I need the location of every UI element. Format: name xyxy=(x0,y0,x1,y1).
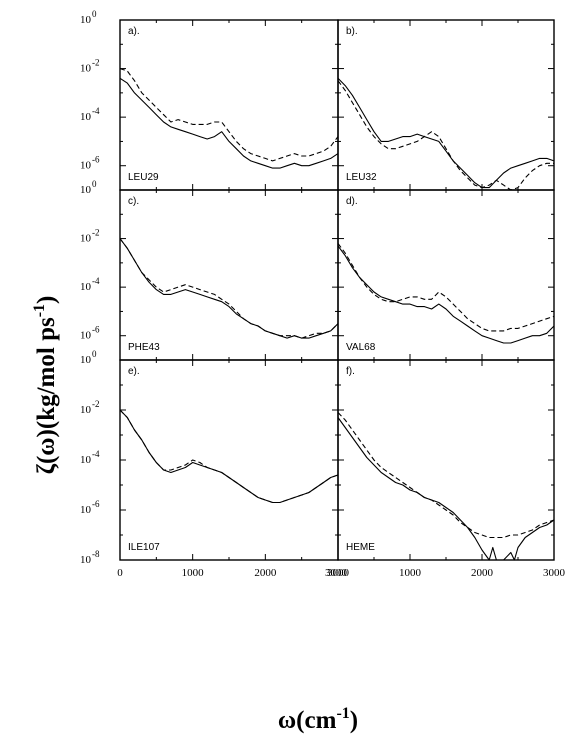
series-dashed-line xyxy=(119,238,339,339)
series-solid-line xyxy=(119,77,339,169)
panel-leu32: b). LEU32 xyxy=(337,19,555,191)
series-solid-line xyxy=(119,238,339,339)
y-tick-label: 10-2 xyxy=(80,58,100,75)
panel-val68: d). VAL68 xyxy=(337,189,555,361)
panel-heme: 3000 1000 2000 3000 f). HEME xyxy=(325,359,566,579)
x-tick-label: 1000 xyxy=(182,567,205,579)
panel-letter: a). xyxy=(128,26,140,37)
x-tick-label: 3000 xyxy=(543,567,566,579)
y-tick-label: 100 xyxy=(80,179,97,196)
y-tick-label: 10-6 xyxy=(80,325,100,342)
series-dashed-line xyxy=(119,68,339,162)
y-tick-label: 100 xyxy=(80,349,97,366)
x-tick-label: 3000 xyxy=(325,567,348,579)
y-tick-label: 10-4 xyxy=(80,276,100,293)
y-tick-label: 10-2 xyxy=(80,228,100,245)
residue-label: LEU32 xyxy=(346,172,377,183)
series-solid-line xyxy=(119,409,339,504)
series-dashed-line xyxy=(337,412,555,539)
residue-label: LEU29 xyxy=(128,172,159,183)
x-tick-label: 2000 xyxy=(254,567,277,579)
panel-letter: e). xyxy=(128,366,140,377)
y-tick-label: 10-4 xyxy=(80,106,100,123)
panel-ile107: 100 10-2 10-4 10-6 10-8 0 1000 2000 3000 e). ILE10… xyxy=(80,349,350,579)
x-axis-label: ω(cm-1) xyxy=(278,705,358,734)
panel-letter: c). xyxy=(128,196,139,207)
panels-group: 10010-210-410-6a).LEU29b).LEU3210010-210… xyxy=(80,9,566,579)
x-tick-label: 3000 xyxy=(327,567,350,579)
series-solid-line xyxy=(337,77,555,189)
panel-frame xyxy=(119,189,339,361)
panel-leu29: 100 10-2 10-4 10-6 a). LEU29 xyxy=(80,9,339,191)
residue-label: HEME xyxy=(346,542,375,553)
y-tick-label: 10-2 xyxy=(80,399,100,416)
residue-label: ILE107 xyxy=(128,542,160,553)
series-solid-line xyxy=(337,245,555,344)
series-dashed-line xyxy=(119,409,339,504)
x-tick-label: 0 xyxy=(117,567,123,579)
y-axis-label: ζ(ω)(kg/mol ps-1) xyxy=(31,296,60,475)
x-tick-label: 2000 xyxy=(471,567,494,579)
panel-letter: d). xyxy=(346,196,358,207)
y-tick-label: 10-6 xyxy=(80,499,100,516)
panel-phe43: 100 10-2 10-4 10-6 c). PHE43 xyxy=(80,179,339,361)
panel-letter: b). xyxy=(346,26,358,37)
x-tick-label: 1000 xyxy=(399,567,422,579)
y-tick-label: 10-8 xyxy=(80,549,100,566)
residue-label: VAL68 xyxy=(346,342,376,353)
panel-frame xyxy=(119,359,339,561)
series-solid-line xyxy=(337,417,555,561)
panel-frame xyxy=(119,19,339,191)
y-tick-label: 100 xyxy=(80,9,97,26)
y-tick-label: 10-6 xyxy=(80,155,100,172)
series-dashed-line xyxy=(337,80,554,191)
panel-letter: f). xyxy=(346,366,355,377)
series-dashed-line xyxy=(337,243,555,332)
y-tick-label: 10-4 xyxy=(80,449,100,466)
panel-frame xyxy=(337,189,555,361)
panel-frame xyxy=(337,359,555,561)
residue-label: PHE43 xyxy=(128,342,160,353)
